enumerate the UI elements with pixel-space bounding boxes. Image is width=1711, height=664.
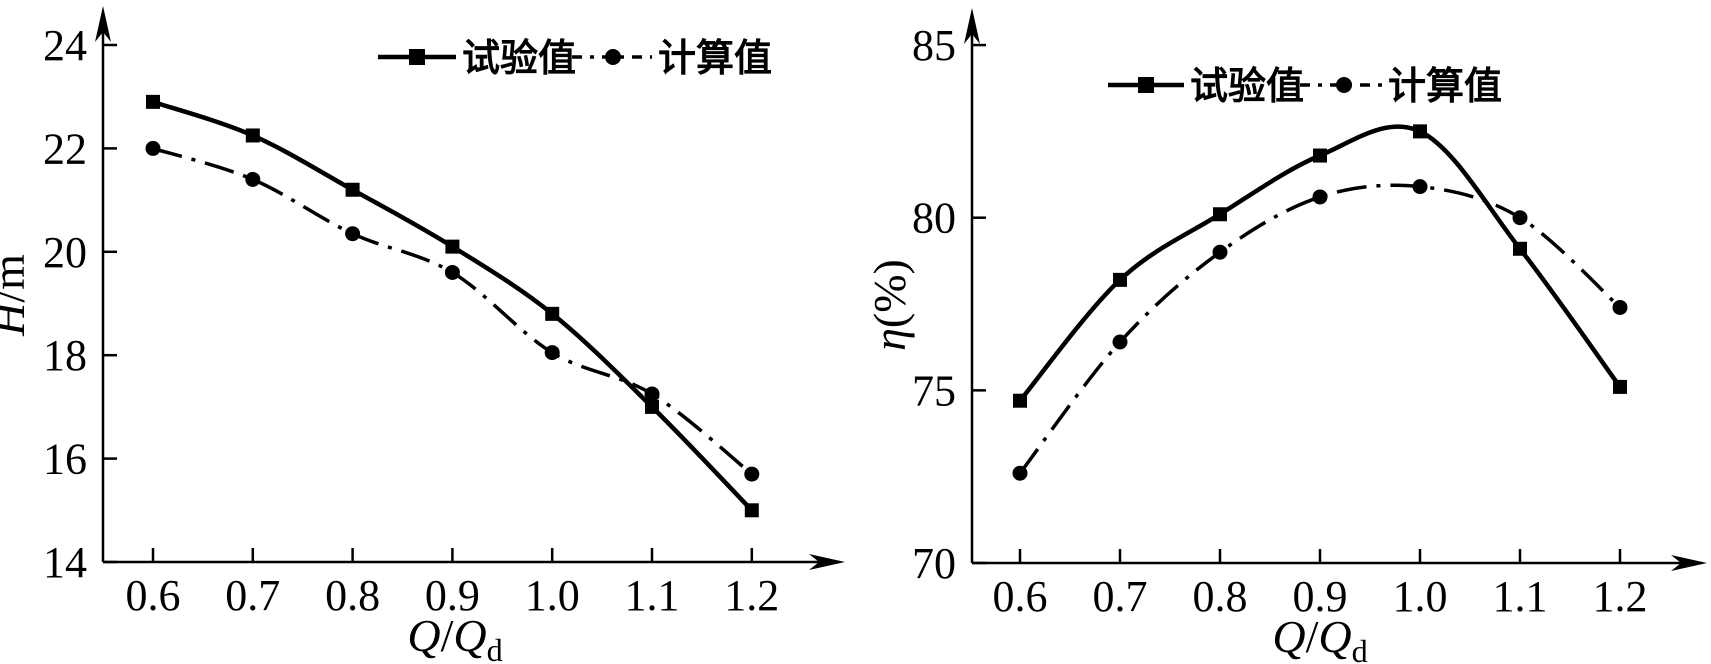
- series-calculated-marker: [444, 264, 460, 280]
- y-tick-label: 18: [43, 331, 87, 380]
- legend-experimental-marker: [1138, 77, 1154, 93]
- x-tick-label: 0.6: [993, 572, 1048, 621]
- y-tick-label: 24: [43, 21, 87, 70]
- series-experimental-marker: [1613, 379, 1627, 394]
- legend-calculated-marker: [1336, 77, 1352, 93]
- series-calculated-marker: [1412, 179, 1428, 195]
- x-tick-label: 1.2: [724, 571, 779, 620]
- y-tick-label: 14: [43, 538, 87, 587]
- x-tick-label: 0.7: [1093, 572, 1148, 621]
- series-experimental-marker: [146, 94, 160, 109]
- legend-experimental-label: 试验值: [1190, 66, 1304, 108]
- x-tick-label: 1.1: [625, 571, 680, 620]
- series-experimental-marker: [744, 503, 759, 518]
- x-tick-label: 0.9: [425, 571, 480, 620]
- head-vs-flow-chart: 0.6 0.7 0.8 0.9 1.0 1.1 1.2 14 16 18 20 22 24 H/m Q/Qd…: [0, 6, 845, 664]
- y-tick-label: 75: [912, 366, 956, 415]
- y-tick-label: 80: [912, 194, 956, 243]
- series-calculated-marker: [644, 386, 660, 402]
- head-vs-flow-chart-svg: 0.6 0.7 0.8 0.9 1.0 1.1 1.2 14 16 18 20 22 24 H/m Q/Qd…: [0, 6, 845, 664]
- series-calculated-marker: [345, 226, 361, 242]
- efficiency-vs-flow-chart-svg: 0.6 0.7 0.8 0.9 1.0 1.1 1.2 70 75 80 85 η(%) Q/Qd 试验值…: [864, 8, 1707, 664]
- legend-calculated-label: 计算值: [1388, 66, 1502, 108]
- series-experimental-marker: [245, 128, 260, 143]
- series-experimental-marker: [1113, 272, 1127, 287]
- x-tick-label: 1.1: [1493, 572, 1548, 621]
- y-axis-arrow: [95, 6, 111, 42]
- series-calculated-marker: [1112, 334, 1128, 350]
- series-calculated-marker: [744, 466, 760, 482]
- series-experimental-marker: [1513, 241, 1527, 256]
- x-axis-arrow: [809, 554, 845, 570]
- y-axis-label: η(%): [864, 259, 915, 351]
- y-tick-label: 70: [912, 539, 956, 588]
- x-axis-label: Q/Qd: [407, 610, 502, 664]
- series-calculated-line: [1018, 183, 1622, 475]
- efficiency-vs-flow-chart: 0.6 0.7 0.8 0.9 1.0 1.1 1.2 70 75 80 85 η(%) Q/Qd 试验值…: [860, 0, 1711, 664]
- series-experimental-marker: [345, 182, 360, 197]
- y-tick-label: 20: [43, 228, 87, 277]
- legend-experimental-label: 试验值: [462, 38, 576, 80]
- legend-experimental-marker: [409, 49, 425, 65]
- x-tick-label: 1.0: [525, 571, 580, 620]
- series-calculated-marker: [1012, 465, 1028, 481]
- legend-calculated-label: 计算值: [658, 38, 772, 80]
- x-axis-arrow: [1671, 555, 1707, 571]
- series-experimental-marker: [1013, 393, 1027, 408]
- x-tick-label: 0.6: [126, 571, 181, 620]
- series-calculated-marker: [544, 345, 560, 361]
- series-calculated-marker: [1312, 189, 1328, 205]
- x-tick-label: 0.7: [225, 571, 280, 620]
- series-calculated-line: [152, 146, 753, 476]
- series-experimental-marker: [1413, 124, 1427, 139]
- series-calculated-marker: [145, 140, 161, 156]
- series-calculated-marker: [1512, 210, 1528, 226]
- series-calculated-marker: [1612, 299, 1628, 315]
- series-calculated-marker: [245, 171, 261, 187]
- legend-calculated-marker: [605, 49, 621, 65]
- y-tick-label: 85: [912, 21, 956, 70]
- y-axis-label: H/m: [0, 254, 34, 337]
- x-tick-label: 0.8: [1193, 572, 1248, 621]
- y-tick-label: 22: [43, 124, 87, 173]
- series-experimental-line: [1018, 124, 1622, 403]
- y-tick-label: 16: [43, 435, 87, 484]
- x-tick-label: 1.2: [1593, 572, 1648, 621]
- y-axis-arrow: [964, 8, 980, 44]
- series-calculated-marker: [1212, 244, 1228, 260]
- x-tick-label: 0.9: [1293, 572, 1348, 621]
- series-experimental-marker: [645, 399, 659, 414]
- x-axis-label: Q/Qd: [1272, 611, 1367, 664]
- series-experimental-marker: [1213, 207, 1227, 222]
- series-experimental-marker: [1313, 148, 1327, 163]
- series-experimental-line: [152, 99, 754, 512]
- series-experimental-marker: [445, 239, 460, 254]
- x-tick-label: 1.0: [1393, 572, 1448, 621]
- x-tick-label: 0.8: [325, 571, 380, 620]
- series-experimental-marker: [545, 306, 560, 321]
